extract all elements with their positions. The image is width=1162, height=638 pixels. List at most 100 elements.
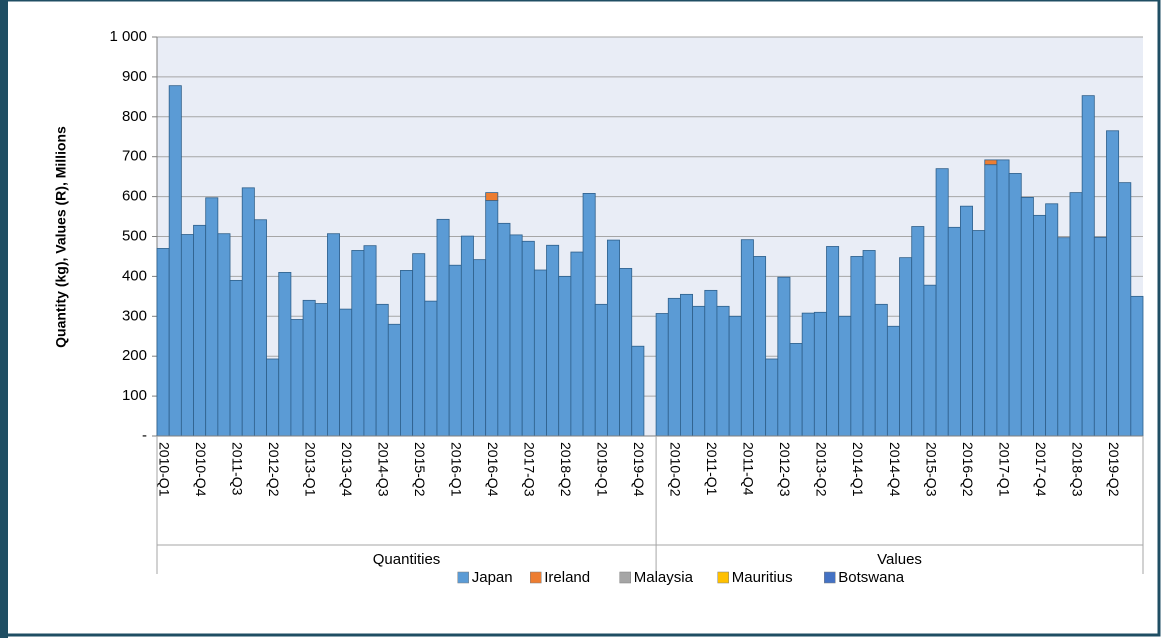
legend-label: Japan: [472, 569, 513, 586]
bar: [850, 256, 864, 437]
bar: [217, 233, 231, 437]
legend-swatch: [619, 571, 631, 584]
bar: [680, 293, 694, 437]
bar: [899, 257, 913, 437]
group-label: Quantities: [373, 551, 441, 568]
legend-label: Malaysia: [634, 569, 694, 586]
x-tick-label: 2013-Q2: [814, 442, 830, 497]
legend-swatch: [457, 571, 469, 584]
x-tick-label: 2019-Q1: [595, 442, 611, 497]
bar: [960, 205, 973, 437]
bar: [278, 272, 292, 437]
bar: [424, 300, 438, 437]
bar: [1130, 295, 1144, 437]
x-tick-label: 2016-Q4: [485, 442, 501, 497]
bar: [351, 250, 365, 437]
bar: [533, 269, 547, 437]
bar: [619, 268, 633, 437]
bar: [984, 159, 998, 166]
x-tick-label: 2014-Q4: [887, 442, 903, 497]
x-tick-label: 2010-Q4: [193, 442, 209, 497]
y-tick-label: 1 000: [109, 28, 147, 45]
x-tick-label: 2015-Q2: [412, 442, 428, 497]
bar: [473, 259, 487, 437]
bar: [862, 250, 876, 437]
x-tick-label: 2015-Q3: [923, 442, 939, 497]
bar: [1057, 237, 1071, 437]
bar: [911, 226, 925, 437]
x-tick-label: 2011-Q4: [741, 442, 757, 496]
bar: [704, 289, 718, 437]
bar: [229, 279, 243, 437]
x-tick-label: 2016-Q2: [960, 442, 976, 497]
bar: [667, 297, 681, 437]
bar: [935, 168, 949, 437]
bar: [947, 226, 961, 437]
x-tick-label: 2017-Q4: [1033, 442, 1049, 497]
bar: [1106, 130, 1120, 437]
bar: [485, 192, 499, 201]
x-tick-label: 2014-Q1: [850, 442, 866, 497]
bar: [813, 311, 827, 437]
bar: [594, 303, 608, 437]
bar: [339, 308, 353, 437]
y-tick-label: 400: [122, 267, 147, 284]
x-tick-label: 2017-Q1: [996, 442, 1012, 497]
bar: [716, 305, 730, 437]
bar: [826, 246, 840, 437]
bar: [1020, 196, 1034, 437]
bar: [314, 303, 328, 437]
x-tick-label: 2012-Q2: [266, 442, 282, 497]
bar: [631, 345, 645, 437]
bar: [253, 219, 267, 437]
bar: [606, 239, 620, 437]
bar: [1093, 236, 1107, 437]
x-tick-label: 2013-Q1: [302, 442, 318, 497]
x-tick-label: 2019-Q2: [1106, 442, 1122, 497]
bar: [582, 193, 596, 437]
bar: [984, 164, 998, 437]
y-tick-label: -: [142, 427, 147, 444]
bar: [290, 319, 304, 437]
x-tick-label: 2018-Q2: [558, 442, 574, 497]
bar: [497, 222, 511, 437]
bar: [485, 200, 499, 437]
y-tick-label: 900: [122, 68, 147, 85]
y-tick-label: 300: [122, 307, 147, 324]
bar: [168, 85, 182, 437]
y-tick-label: 800: [122, 108, 147, 125]
x-tick-label: 2010-Q2: [668, 442, 684, 497]
bar: [363, 245, 377, 437]
bar: [777, 276, 791, 437]
bar: [400, 270, 414, 437]
bar: [1081, 95, 1095, 437]
bar: [448, 264, 462, 437]
frame-edge: [0, 0, 8, 638]
bar: [412, 253, 426, 437]
bar: [327, 233, 340, 437]
x-tick-label: 2017-Q3: [522, 442, 538, 497]
y-axis-title: Quantity (kg), Values (R), Millions: [53, 126, 69, 348]
bar: [205, 197, 219, 437]
legend-label: Botswana: [838, 569, 905, 586]
bar: [302, 299, 316, 437]
bar: [193, 224, 207, 437]
legend-swatch: [824, 571, 836, 584]
bar: [570, 251, 584, 437]
bar: [558, 275, 572, 437]
bar: [436, 218, 450, 437]
x-tick-label: 2011-Q3: [229, 442, 245, 496]
bar: [387, 323, 401, 437]
bar: [1069, 192, 1083, 437]
bar: [655, 313, 669, 437]
bar: [1008, 173, 1022, 437]
legend-label: Ireland: [544, 569, 590, 586]
bar: [886, 325, 900, 437]
x-tick-label: 2011-Q1: [704, 442, 720, 496]
y-tick-label: 700: [122, 148, 147, 165]
bar: [156, 248, 170, 437]
bar: [375, 303, 389, 437]
x-tick-label: 2019-Q4: [631, 442, 647, 497]
y-tick-label: 100: [122, 387, 147, 404]
